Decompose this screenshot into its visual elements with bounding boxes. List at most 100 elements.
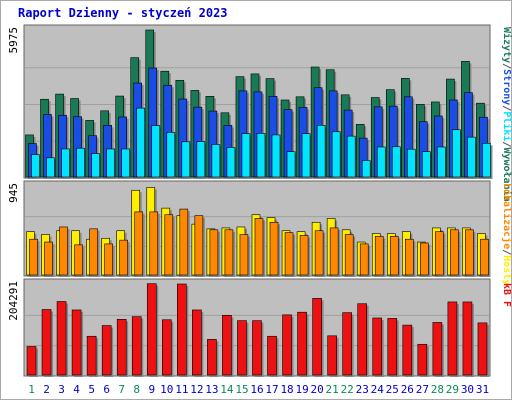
bar-lokalizacje-17: [269, 221, 281, 277]
bar-pliki-25-body: [391, 146, 401, 178]
bar-kb-19: [297, 311, 309, 377]
bar-kb-8: [131, 316, 144, 377]
day-label: 8: [133, 383, 140, 396]
day-label: 20: [311, 383, 324, 396]
bar-kb-7-body: [116, 319, 127, 376]
y-max-label-middle: 945: [7, 183, 20, 203]
bar-kb-4: [71, 309, 84, 377]
bar-lokalizacje-6-body: [104, 243, 113, 276]
bar-kb-6: [101, 325, 114, 377]
bar-pliki-30: [467, 136, 478, 179]
bar-pliki-17: [271, 134, 283, 179]
legend-item: /: [501, 105, 512, 111]
bar-pliki-2: [46, 157, 57, 179]
bar-lokalizacje-16: [254, 218, 265, 277]
bar-kb-28-body: [432, 322, 443, 376]
bar-kb-5-body: [86, 335, 97, 376]
bar-kb-1: [26, 346, 38, 377]
bar-lokalizacje-22-body: [344, 234, 354, 276]
bars-bottom: [26, 283, 489, 377]
day-label: 23: [356, 383, 369, 396]
bar-pliki-22: [346, 135, 358, 179]
bar-pliki-26: [407, 148, 418, 179]
day-label: 24: [371, 383, 385, 396]
day-label: 13: [205, 383, 218, 396]
bar-pliki-19: [301, 133, 313, 179]
bar-lokalizacje-13-body: [209, 229, 219, 276]
day-label: 21: [326, 383, 339, 396]
day-label: 11: [175, 383, 188, 396]
bar-lokalizacje-31-body: [480, 238, 489, 276]
bar-kb-29-body: [447, 301, 458, 376]
bar-kb-7: [116, 319, 129, 377]
bar-pliki-8-body: [136, 107, 146, 178]
legend-item: Pliki: [501, 111, 512, 141]
bar-pliki-1-body: [31, 154, 40, 178]
bar-lokalizacje-10-body: [164, 214, 174, 276]
bar-lokalizacje-28: [435, 231, 446, 277]
bar-pliki-20: [316, 125, 328, 179]
bar-lokalizacje-21-body: [329, 227, 339, 276]
bar-pliki-19-body: [301, 133, 311, 178]
bar-lokalizacje-26: [405, 238, 416, 277]
day-axis: 1 2 3 4 5 6 7 8 9 10 11 12 13 14 15 16 17 18 19 20 21 22 23 24 2…: [28, 383, 489, 396]
bar-lokalizacje-5: [89, 228, 100, 277]
day-label: 31: [476, 383, 489, 396]
bar-lokalizacje-30: [465, 229, 476, 277]
day-label: 6: [103, 383, 110, 396]
day-label: 25: [386, 383, 399, 396]
legend-item: Wizyty: [501, 27, 512, 63]
day-label: 14: [220, 383, 234, 396]
bar-lokalizacje-9-body: [149, 211, 159, 276]
bar-pliki-16-body: [256, 133, 266, 178]
day-label: 15: [235, 383, 248, 396]
legend-middle: Lokalizacje/Hosty: [501, 183, 512, 285]
bar-pliki-13-body: [211, 144, 221, 178]
bar-lokalizacje-12-body: [194, 215, 204, 276]
bar-lokalizacje-30-body: [465, 229, 474, 276]
bar-kb-14-body: [222, 315, 232, 376]
y-max-label-top: 5975: [7, 27, 20, 54]
bar-lokalizacje-2: [44, 241, 55, 277]
bar-lokalizacje-28-body: [435, 231, 444, 276]
bar-lokalizacje-6: [104, 243, 115, 277]
day-label: 26: [401, 383, 414, 396]
bar-lokalizacje-29-body: [450, 229, 459, 276]
bar-kb-22-body: [342, 312, 352, 376]
bar-lokalizacje-19: [299, 235, 311, 277]
bar-kb-15: [237, 320, 249, 377]
bar-kb-31-body: [477, 322, 488, 376]
bar-pliki-12-body: [196, 141, 206, 178]
day-label: 4: [73, 383, 80, 396]
bar-pliki-31-body: [482, 142, 491, 178]
bar-pliki-11: [181, 141, 192, 179]
bar-pliki-6-body: [106, 148, 115, 178]
bar-lokalizacje-27-body: [420, 242, 429, 276]
bar-lokalizacje-12: [194, 215, 205, 277]
day-label: 16: [250, 383, 263, 396]
bar-pliki-15: [241, 133, 252, 179]
bar-kb-26: [402, 324, 414, 377]
bar-pliki-14: [226, 147, 237, 179]
bar-kb-9-body: [146, 283, 157, 376]
bar-pliki-14-body: [226, 147, 236, 178]
bar-lokalizacje-7: [119, 239, 130, 277]
day-label: 28: [431, 383, 444, 396]
bar-kb-12-body: [192, 309, 202, 376]
bar-kb-21: [327, 335, 339, 377]
bar-kb-8-body: [131, 316, 142, 376]
day-label: 10: [160, 383, 173, 396]
legend-item: Strony: [501, 69, 512, 105]
bar-kb-24-body: [372, 317, 383, 376]
bar-lokalizacje-29: [450, 229, 461, 277]
bar-kb-31: [477, 322, 489, 377]
day-label: 2: [43, 383, 50, 396]
day-label: 9: [148, 383, 155, 396]
bar-pliki-18-body: [286, 151, 296, 178]
legend-item: /: [501, 141, 512, 147]
bar-kb-9: [146, 283, 159, 377]
bar-pliki-23: [361, 160, 373, 179]
y-max-label-bottom: 204291: [7, 281, 20, 321]
bar-pliki-3: [61, 148, 72, 179]
